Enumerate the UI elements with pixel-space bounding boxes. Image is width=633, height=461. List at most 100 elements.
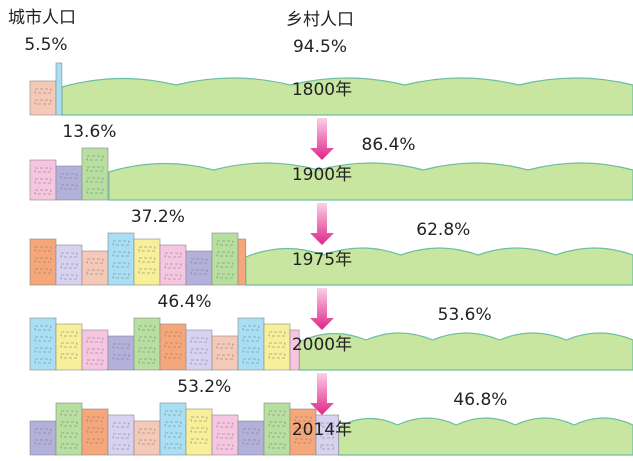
window	[294, 427, 312, 433]
window	[112, 343, 130, 349]
arrow	[310, 288, 334, 330]
building	[81, 147, 109, 201]
window	[268, 432, 286, 438]
rural-label: 94.5%	[293, 37, 347, 57]
window	[34, 189, 52, 195]
building	[29, 317, 57, 371]
urban-label: 13.6%	[62, 122, 116, 142]
window	[216, 422, 234, 428]
window	[190, 359, 208, 365]
window	[86, 188, 104, 194]
window	[164, 263, 182, 269]
building	[29, 80, 57, 116]
window	[138, 428, 156, 434]
building	[237, 420, 265, 456]
year-label: 1800年	[292, 80, 352, 100]
window	[34, 439, 52, 445]
window	[60, 342, 78, 348]
window	[138, 246, 156, 252]
window	[164, 432, 182, 438]
building	[107, 335, 135, 371]
urban-label: 5.5%	[24, 35, 67, 55]
window	[86, 416, 104, 422]
building	[237, 238, 247, 286]
window	[164, 331, 182, 337]
window	[138, 257, 156, 263]
legend-label: 乡村人口	[286, 10, 354, 30]
building	[81, 250, 109, 286]
window	[268, 421, 286, 427]
building	[55, 402, 83, 456]
building	[185, 250, 213, 286]
window	[60, 184, 78, 190]
window	[242, 428, 260, 434]
rural-bar	[337, 417, 633, 456]
urban-label: 37.2%	[131, 207, 185, 227]
window	[190, 348, 208, 354]
window	[294, 416, 312, 422]
window	[34, 178, 52, 184]
window	[34, 358, 52, 364]
building	[133, 420, 161, 456]
window	[86, 337, 104, 343]
building	[107, 414, 135, 456]
window	[60, 252, 78, 258]
building	[107, 232, 135, 286]
rural-bar	[298, 332, 633, 371]
rural-bar	[61, 77, 633, 116]
window	[112, 354, 130, 360]
window	[112, 262, 130, 268]
window	[86, 348, 104, 354]
window	[34, 347, 52, 353]
window	[320, 422, 334, 428]
window	[86, 359, 104, 365]
window	[242, 439, 260, 445]
window	[86, 155, 104, 161]
building	[263, 402, 291, 456]
urban-label: 46.4%	[158, 292, 212, 312]
rural-label: 46.8%	[453, 390, 507, 410]
rural-label: 86.4%	[362, 135, 416, 155]
window	[164, 342, 182, 348]
window	[112, 273, 130, 279]
window	[268, 353, 286, 359]
window	[294, 438, 312, 444]
window	[60, 421, 78, 427]
window	[268, 342, 286, 348]
building	[211, 414, 239, 456]
window	[34, 99, 52, 105]
window	[60, 331, 78, 337]
window	[216, 354, 234, 360]
window	[216, 343, 234, 349]
window	[86, 438, 104, 444]
building	[185, 329, 213, 371]
window	[34, 428, 52, 434]
building	[237, 317, 265, 371]
rural-label: 53.6%	[438, 305, 492, 325]
window	[34, 246, 52, 252]
building	[211, 232, 239, 286]
building	[289, 329, 300, 371]
window	[60, 432, 78, 438]
window	[164, 274, 182, 280]
window	[216, 433, 234, 439]
window	[216, 444, 234, 450]
window	[112, 251, 130, 257]
window	[112, 422, 130, 428]
building	[55, 165, 83, 201]
window	[164, 252, 182, 258]
building	[55, 62, 63, 116]
window	[60, 410, 78, 416]
window	[268, 331, 286, 337]
window	[138, 325, 156, 331]
window	[320, 444, 334, 450]
window	[190, 438, 208, 444]
window	[216, 240, 234, 246]
window	[164, 443, 182, 449]
window	[138, 268, 156, 274]
window	[86, 427, 104, 433]
window	[34, 325, 52, 331]
window	[34, 268, 52, 274]
window	[320, 433, 334, 439]
